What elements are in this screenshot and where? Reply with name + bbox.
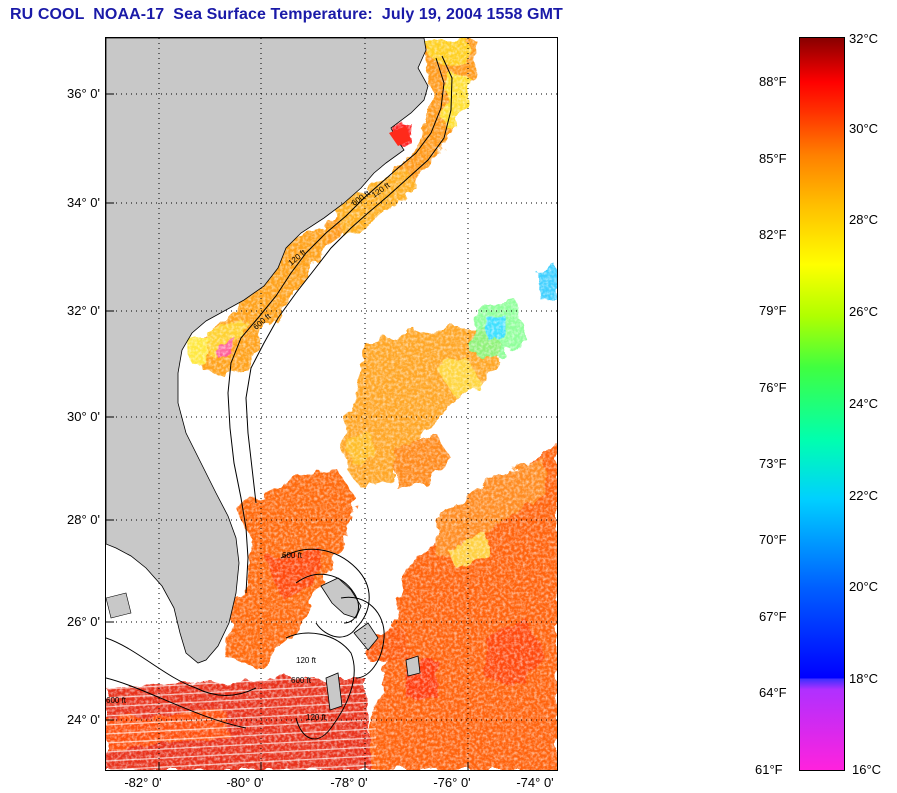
fahrenheit-label: 82°F: [759, 227, 787, 242]
sst-map-canvas: 600 ft 120 ft 600 ft 120 ft 600 ft 120 f…: [106, 38, 557, 770]
contour-label: 600 ft: [282, 551, 303, 560]
celsius-label: 20°C: [849, 579, 879, 594]
sst-map: 600 ft 120 ft 600 ft 120 ft 600 ft 120 f…: [105, 37, 558, 771]
lon-label: -82° 0': [124, 775, 162, 790]
fahrenheit-label: 73°F: [759, 456, 787, 471]
celsius-label: 24°C: [849, 396, 879, 411]
celsius-label: 26°C: [849, 304, 879, 319]
celsius-label: 30°C: [849, 121, 879, 136]
contour-label: 600 ft: [106, 696, 127, 705]
lat-label: 28° 0': [67, 512, 100, 527]
fahrenheit-label: 79°F: [759, 303, 787, 318]
lat-label: 30° 0': [67, 409, 100, 424]
lon-label: -74° 0': [516, 775, 554, 790]
lon-label: -80° 0': [226, 775, 264, 790]
graticule: [106, 38, 557, 770]
temperature-colorbar: [799, 37, 845, 771]
fahrenheit-label: 70°F: [759, 532, 787, 547]
page-title: RU COOL NOAA-17 Sea Surface Temperature:…: [10, 6, 563, 23]
lon-label: -78° 0': [330, 775, 368, 790]
lon-label: -76° 0': [433, 775, 471, 790]
celsius-label: 32°C: [849, 31, 879, 46]
lat-label: 32° 0': [67, 303, 100, 318]
celsius-label: 28°C: [849, 212, 879, 227]
contour-label: 120 ft: [296, 656, 317, 665]
fahrenheit-label: 64°F: [759, 685, 787, 700]
bathymetry-contours: [106, 55, 453, 740]
lat-label: 36° 0': [67, 86, 100, 101]
fahrenheit-label: 85°F: [759, 151, 787, 166]
fahrenheit-label: 76°F: [759, 380, 787, 395]
contour-label: 600 ft: [291, 676, 312, 685]
celsius-label: 18°C: [849, 671, 879, 686]
lat-label: 24° 0': [67, 712, 100, 727]
celsius-label: 22°C: [849, 488, 879, 503]
fahrenheit-label: 67°F: [759, 609, 787, 624]
lat-label: 34° 0': [67, 195, 100, 210]
contour-label: 120 ft: [306, 713, 327, 722]
celsius-label: 16°C: [852, 762, 882, 777]
lat-label: 26° 0': [67, 614, 100, 629]
fahrenheit-label: 88°F: [759, 74, 787, 89]
fahrenheit-label: 61°F: [755, 762, 783, 777]
